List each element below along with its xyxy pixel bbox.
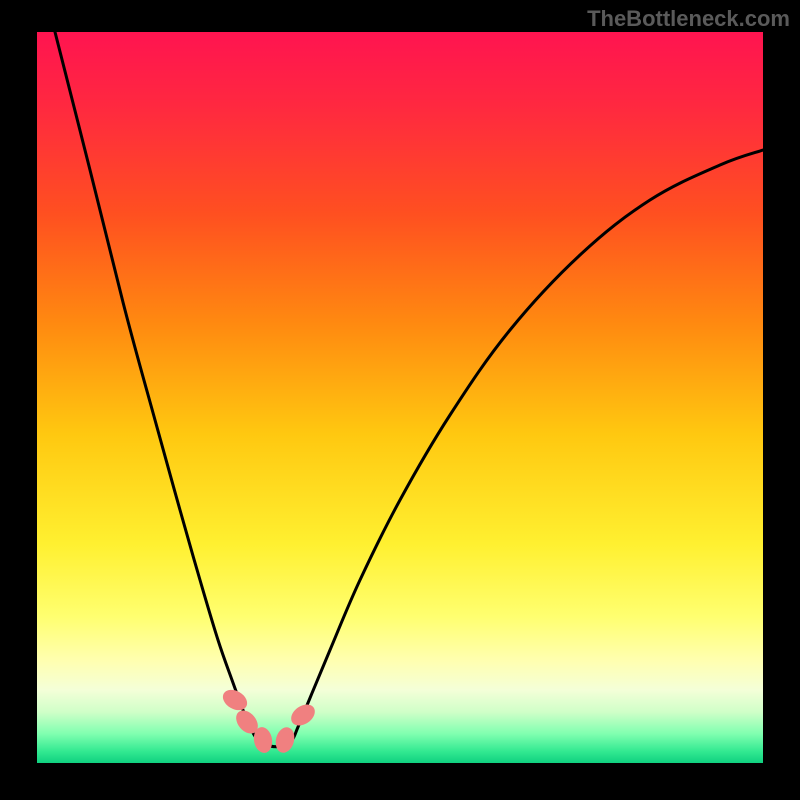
plot-area: [37, 32, 763, 763]
chart-container: TheBottleneck.com: [0, 0, 800, 800]
watermark-text: TheBottleneck.com: [587, 6, 790, 32]
bottleneck-chart-svg: [37, 32, 763, 763]
